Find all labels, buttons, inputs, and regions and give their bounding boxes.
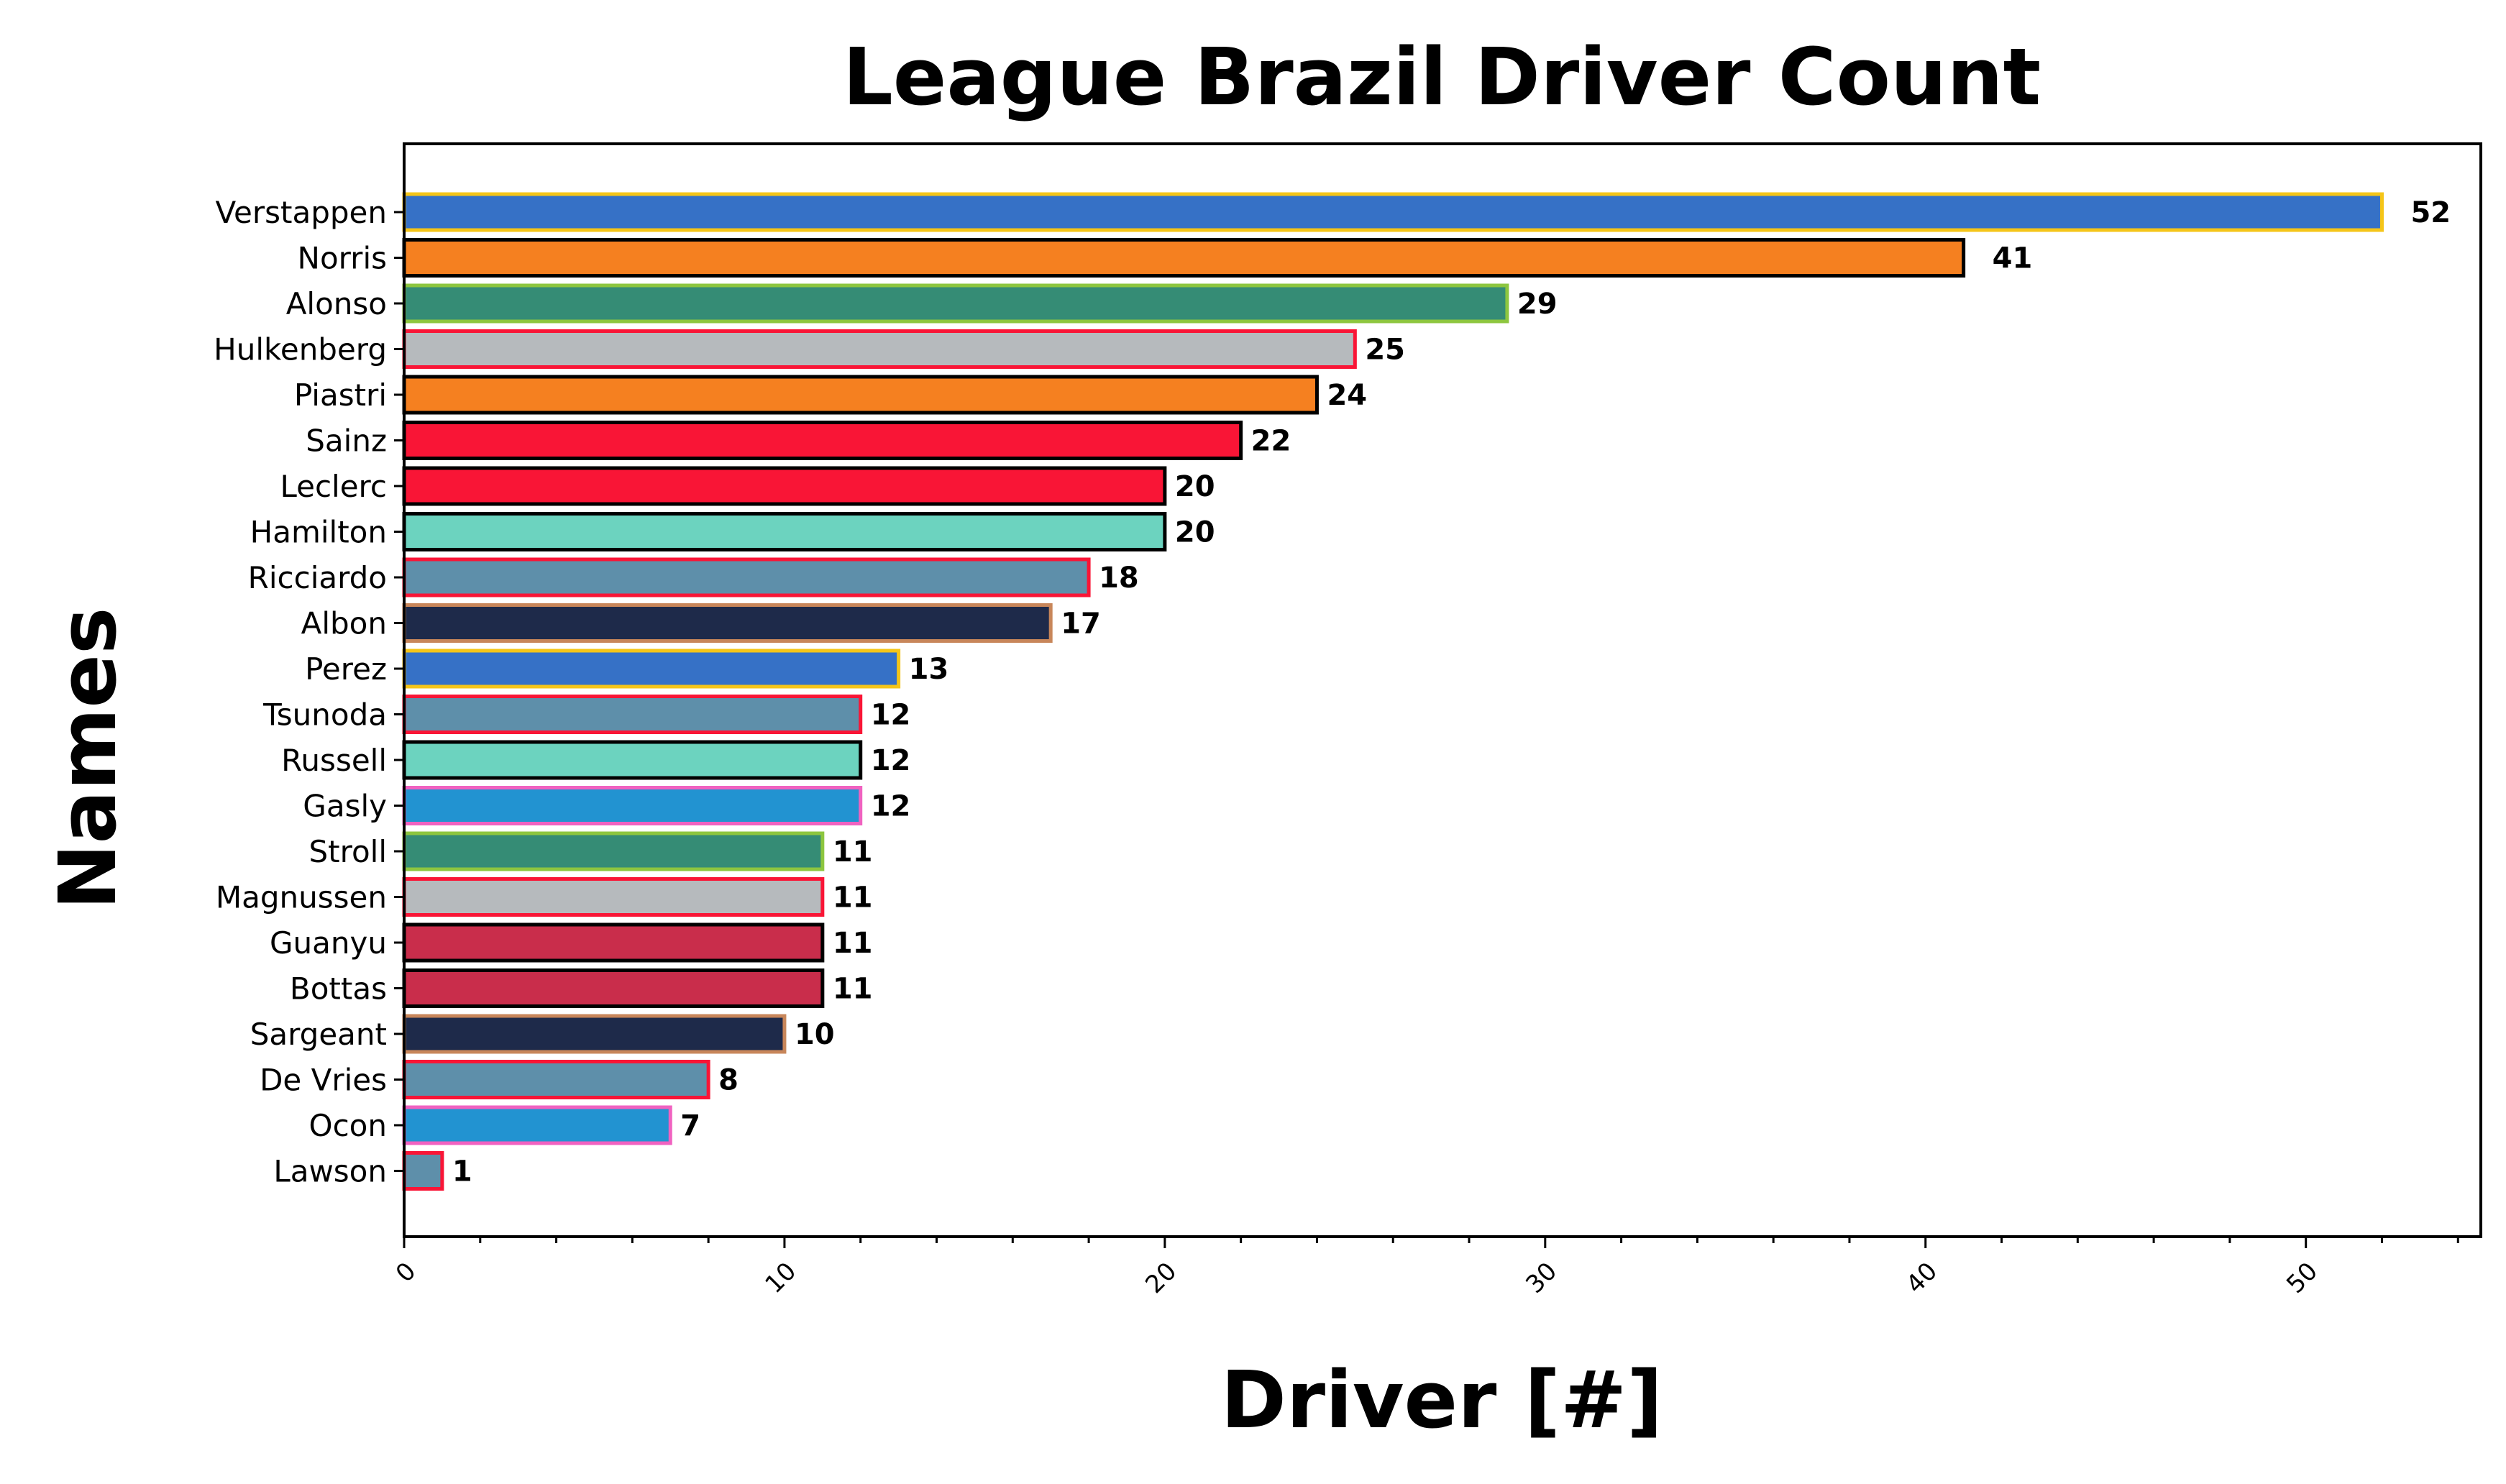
bar-piastri	[402, 375, 1319, 415]
data-label-russell: 12	[871, 744, 911, 777]
bar-lawson	[402, 1151, 444, 1191]
y-tick-label-ocon: Ocon	[309, 1108, 387, 1143]
y-tick-label-tsunoda: Tsunoda	[262, 697, 387, 733]
y-tick-label-sainz: Sainz	[306, 423, 387, 459]
data-label-hulkenberg: 25	[1365, 334, 1405, 367]
data-label-norris: 41	[1993, 242, 2033, 275]
y-tick-label-albon: Albon	[301, 606, 387, 641]
data-label-guanyu: 11	[833, 927, 873, 960]
y-tick-label-russell: Russell	[281, 743, 387, 778]
y-tick-label-piastri: Piastri	[294, 377, 387, 413]
data-label-albon: 17	[1061, 608, 1101, 641]
bar-russell	[402, 740, 863, 780]
bar-hamilton	[402, 512, 1167, 551]
bar-tsunoda	[402, 695, 863, 734]
x-tick-label-40: 40	[1901, 1257, 1943, 1299]
y-tick-label-verstappen: Verstappen	[216, 195, 387, 230]
y-tick-label-leclerc: Leclerc	[280, 469, 387, 504]
x-tick-label-10: 10	[759, 1257, 802, 1299]
y-tick-label-norris: Norris	[298, 241, 387, 276]
bar-ricciardo	[402, 557, 1091, 597]
y-tick-label-perez: Perez	[305, 651, 387, 687]
y-tick-label-ricciardo: Ricciardo	[248, 560, 387, 595]
bar-alonso	[402, 283, 1509, 324]
plot-frame	[403, 142, 2482, 1238]
y-tick-label-sargeant: Sargeant	[250, 1017, 387, 1052]
data-label-verstappen: 52	[2410, 196, 2451, 229]
bar-perez	[402, 649, 901, 689]
data-label-perez: 13	[909, 653, 949, 686]
data-label-tsunoda: 12	[871, 699, 911, 732]
data-label-sargeant: 10	[795, 1018, 835, 1051]
data-label-magnussen: 11	[833, 881, 873, 915]
y-tick-labels: Verstappen Norris Alonso Hulkenberg Piastri S…	[214, 195, 404, 1189]
data-label-alonso: 29	[1517, 288, 1558, 321]
data-label-ricciardo: 18	[1099, 562, 1139, 595]
y-tick-label-bottas: Bottas	[290, 971, 387, 1007]
data-label-gasly: 12	[871, 790, 911, 823]
bars-group: 52 41 29 25 24 22 20 20 18 17 13 12 12 12 11 11 11 11 10 87…	[402, 192, 2451, 1191]
data-label-piastri: 24	[1327, 379, 1367, 412]
y-tick-label-alonso: Alonso	[286, 286, 387, 321]
y-tick-label-stroll: Stroll	[308, 834, 387, 869]
bar-bottas	[402, 968, 825, 1008]
y-axis-label: Names	[42, 608, 134, 910]
bar-norris	[402, 238, 1966, 278]
bar-sainz	[402, 421, 1243, 460]
bar-de-vries	[402, 1060, 710, 1099]
bar-ocon	[402, 1105, 672, 1145]
bar-guanyu	[402, 922, 825, 963]
bar-gasly	[402, 786, 863, 825]
bar-albon	[402, 603, 1053, 643]
bar-leclerc	[402, 466, 1167, 506]
x-tick-label-20: 20	[1140, 1257, 1182, 1299]
y-tick-label-hamilton: Hamilton	[250, 515, 387, 550]
data-label-leclerc: 20	[1175, 470, 1215, 503]
data-label-lawson: 1	[452, 1155, 472, 1188]
data-label-sainz: 22	[1251, 425, 1291, 458]
y-tick-label-de-vries: De Vries	[260, 1063, 387, 1098]
bar-verstappen	[402, 192, 2384, 232]
x-axis-label: Driver [#]	[1221, 1354, 1663, 1446]
y-tick-label-lawson: Lawson	[273, 1154, 387, 1189]
x-tick-label-50: 50	[2281, 1257, 2323, 1299]
x-axis: 0 10 20 30 40 50	[390, 1237, 2459, 1299]
y-tick-label-hulkenberg: Hulkenberg	[214, 332, 387, 367]
y-tick-label-magnussen: Magnussen	[216, 880, 387, 915]
bar-hulkenberg	[402, 329, 1357, 369]
x-tick-label-30: 30	[1520, 1257, 1563, 1299]
x-tick-label-0: 0	[390, 1257, 422, 1288]
chart-title: League Brazil Driver Count	[843, 31, 2041, 123]
data-label-stroll: 11	[833, 835, 873, 869]
data-label-bottas: 11	[833, 973, 873, 1006]
y-tick-label-gasly: Gasly	[303, 789, 387, 824]
data-label-ocon: 7	[680, 1109, 700, 1142]
data-label-de-vries: 8	[718, 1064, 738, 1097]
data-label-hamilton: 20	[1175, 516, 1215, 549]
y-tick-label-guanyu: Guanyu	[270, 925, 387, 961]
bar-stroll	[402, 831, 825, 871]
bar-magnussen	[402, 877, 825, 917]
bar-sargeant	[402, 1014, 787, 1054]
